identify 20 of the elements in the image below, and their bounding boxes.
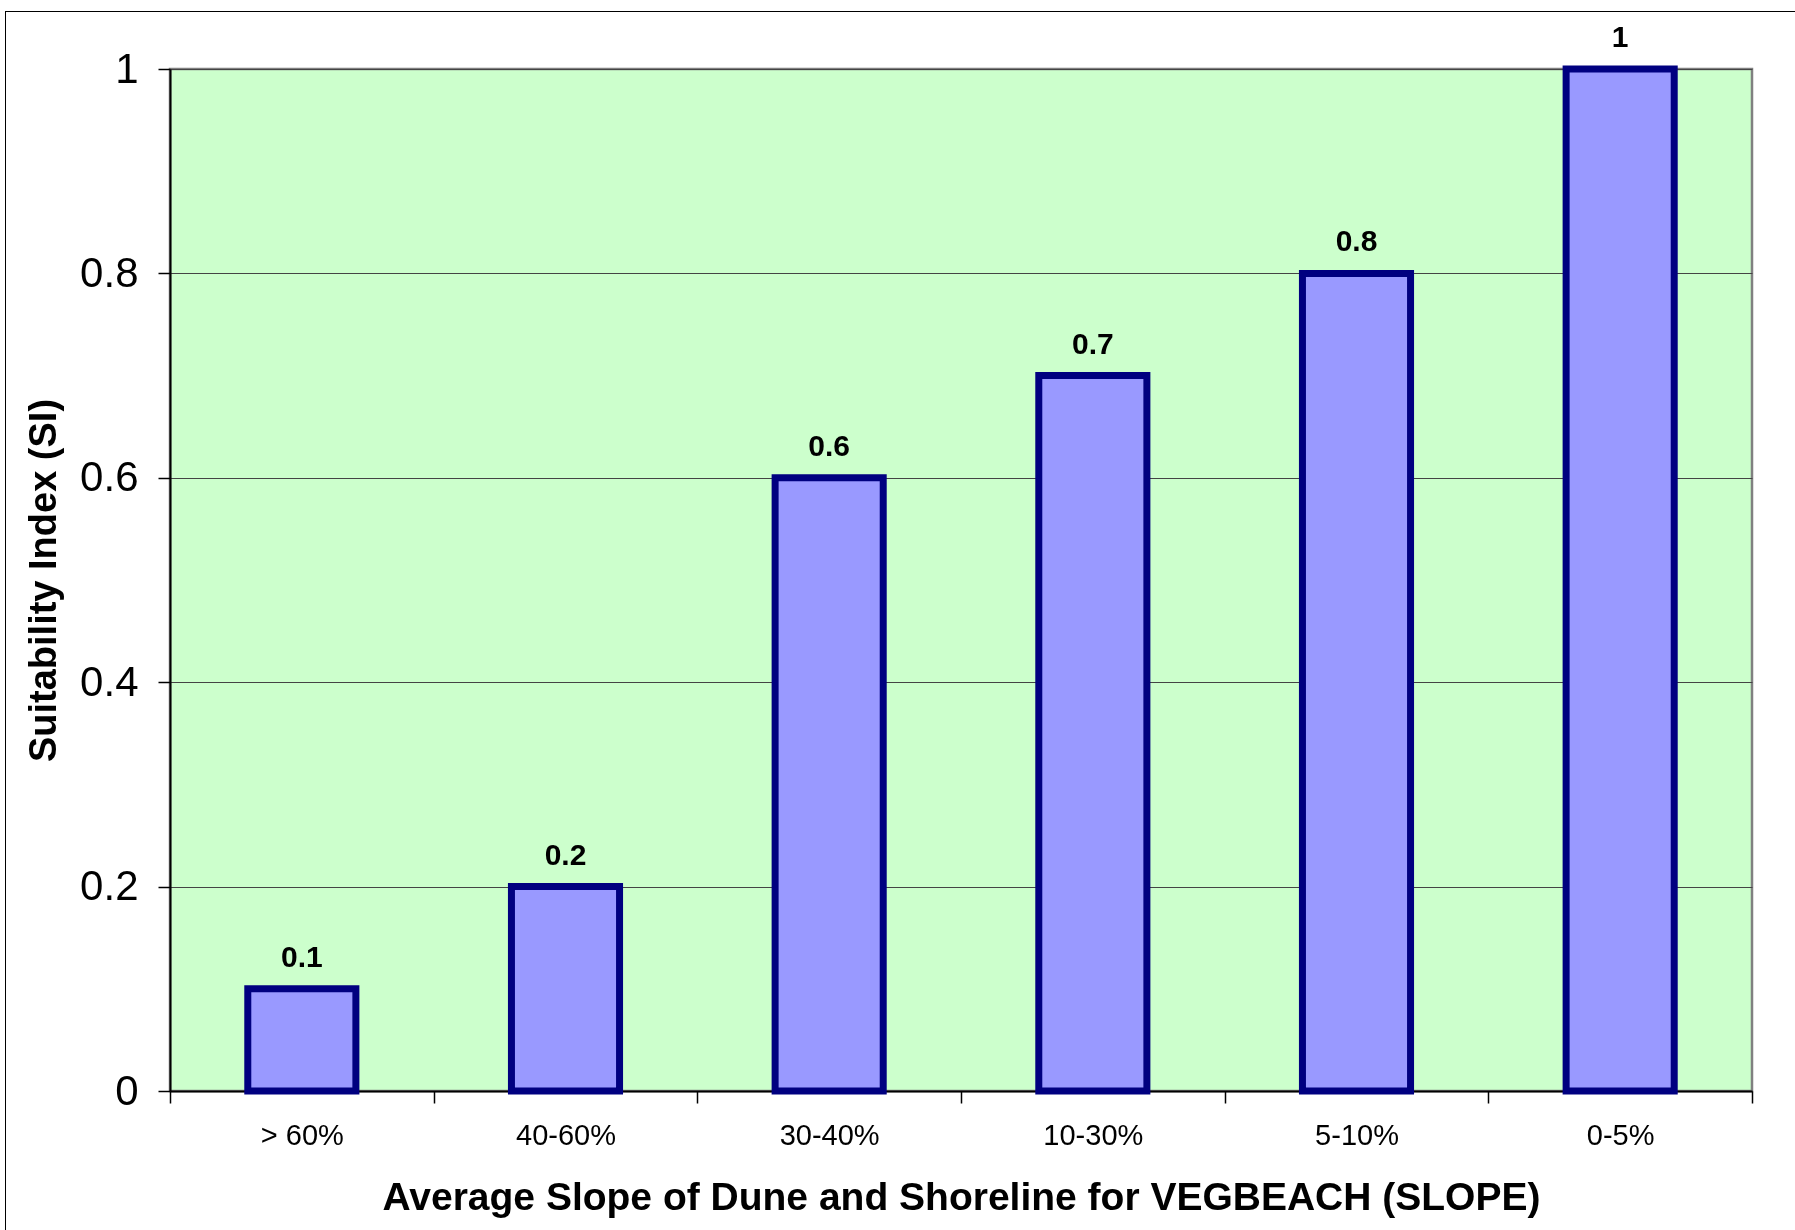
x-tick-label: 5-10% (1315, 1118, 1399, 1151)
y-tick-label: 0.2 (80, 862, 139, 910)
data-label: 0.7 (1071, 326, 1114, 360)
data-label: 0.2 (544, 837, 587, 871)
data-label: 0.1 (280, 939, 323, 973)
x-tick-label: 10-30% (1043, 1118, 1144, 1151)
y-tick-label: 0.6 (80, 453, 139, 501)
y-tick-label: 0 (115, 1066, 139, 1114)
data-label: 0.8 (1335, 224, 1378, 258)
x-tick-label: 30-40% (779, 1118, 880, 1151)
data-label: 1 (1611, 20, 1629, 53)
data-label: 0.6 (808, 428, 851, 462)
y-tick-label: 0.4 (80, 657, 139, 705)
x-tick-label: > 60% (260, 1118, 344, 1151)
y-tick-label: 1 (115, 44, 139, 92)
x-tick-label: 0-5% (1586, 1118, 1655, 1151)
x-axis-title: Average Slope of Dune and Shoreline for VEGBEACH (SLOPE) (382, 1174, 1541, 1218)
x-tick-label: 40-60% (516, 1118, 616, 1151)
y-tick-label: 0.8 (80, 248, 139, 296)
y-axis-title: Suitability Index (SI) (22, 398, 65, 763)
